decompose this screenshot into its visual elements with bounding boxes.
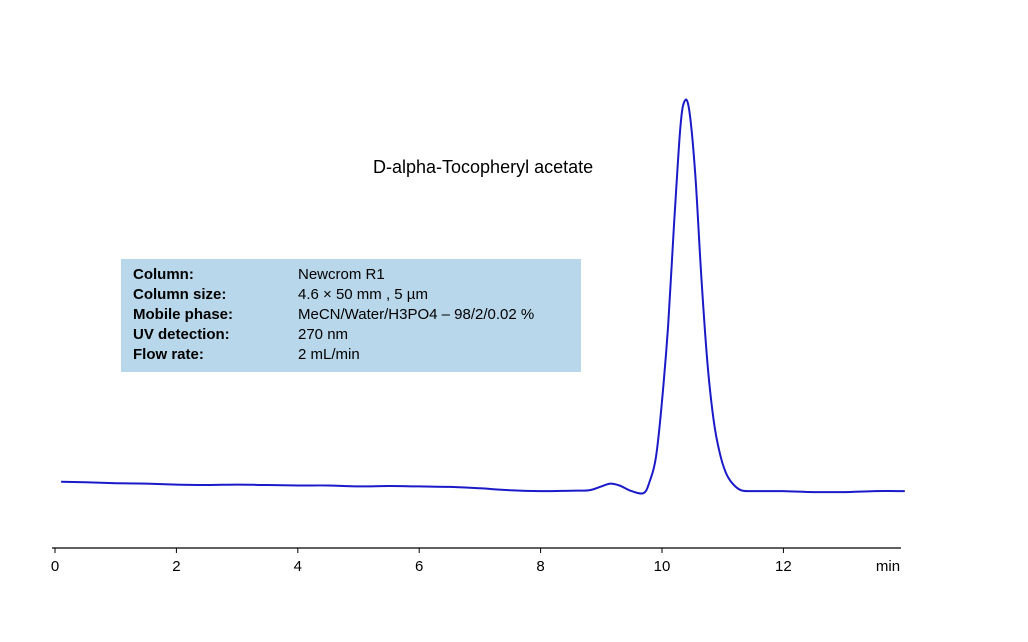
x-tick-label: 10 [654, 558, 671, 575]
x-axis: 0 2 4 6 8 10 12 min [51, 547, 901, 575]
x-axis-label: min [876, 558, 900, 575]
info-label: Column size: [133, 286, 227, 303]
info-label: Flow rate: [133, 346, 204, 363]
info-value: 4.6 × 50 mm , 5 µm [298, 286, 428, 303]
info-label: Mobile phase: [133, 306, 234, 323]
method-info-box: Column: Newcrom R1 Column size: 4.6 × 50… [121, 259, 581, 372]
info-label: UV detection: [133, 326, 230, 343]
x-tick-label: 0 [51, 558, 59, 575]
info-value: 2 mL/min [298, 346, 360, 363]
x-tick-label: 2 [172, 558, 180, 575]
series-line [61, 98, 905, 495]
x-tick-label: 6 [415, 558, 423, 575]
series-group [61, 98, 905, 495]
peak-annotation: D-alpha-Tocopheryl acetate [373, 157, 594, 177]
info-value: MeCN/Water/H3PO4 – 98/2/0.02 % [298, 306, 535, 323]
x-tick-label: 8 [536, 558, 544, 575]
x-tick-label: 4 [294, 558, 302, 575]
info-value: 270 nm [298, 326, 349, 343]
x-tick-label: 12 [775, 558, 792, 575]
info-label: Column: [133, 266, 194, 283]
info-value: Newcrom R1 [298, 266, 385, 283]
